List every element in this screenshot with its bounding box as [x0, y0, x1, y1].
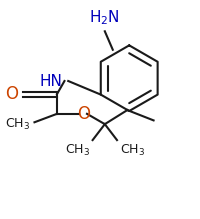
Text: CH$_3$: CH$_3$ [120, 143, 145, 158]
Text: O: O [6, 85, 19, 103]
Text: CH$_3$: CH$_3$ [5, 117, 30, 132]
Text: CH$_3$: CH$_3$ [65, 143, 90, 158]
Text: H$_2$N: H$_2$N [89, 8, 120, 26]
Text: HN: HN [40, 74, 63, 88]
Text: O: O [77, 105, 90, 123]
